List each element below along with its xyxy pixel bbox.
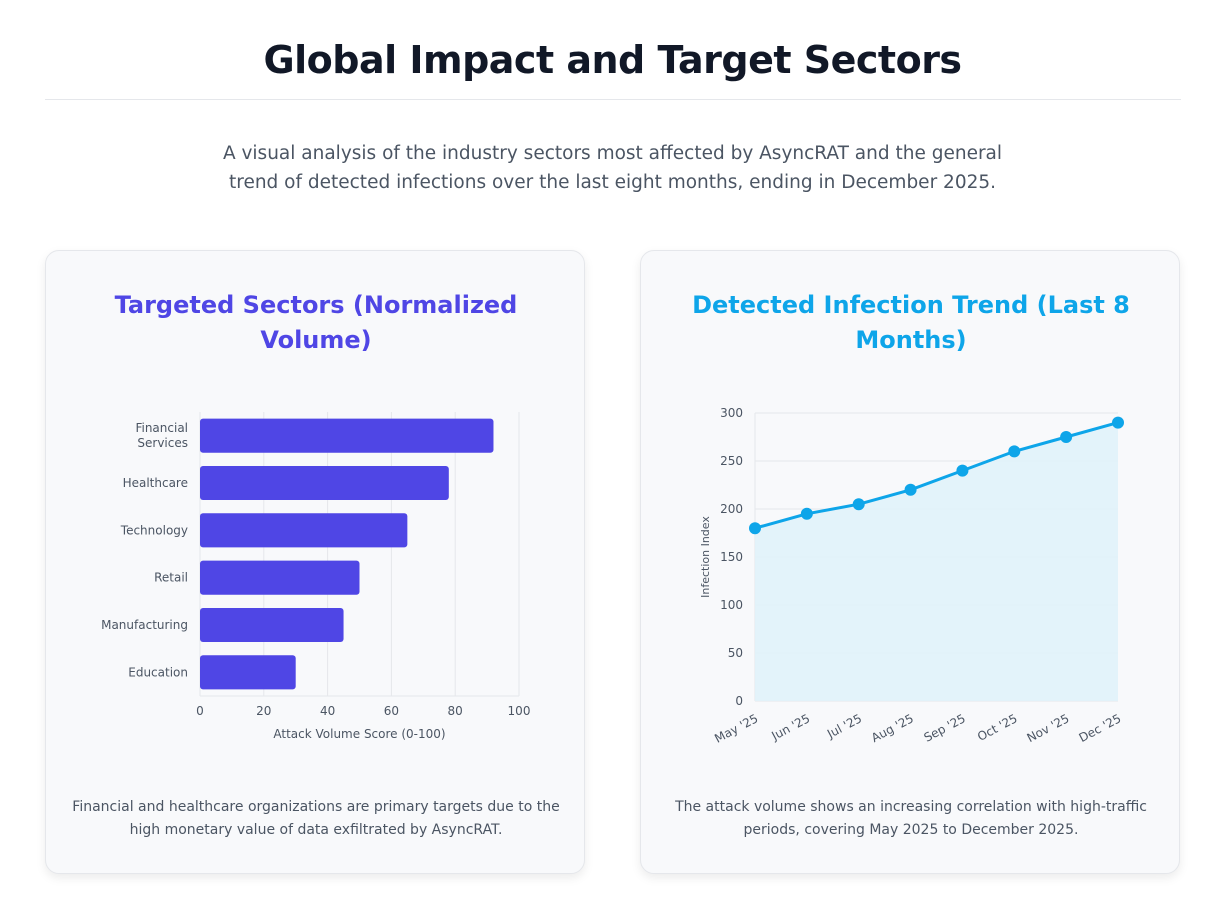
x-tick-label: 40	[320, 704, 335, 718]
area-fill	[755, 422, 1118, 701]
y-tick-label: 300	[720, 406, 743, 420]
data-point	[800, 507, 813, 520]
data-point	[1008, 445, 1021, 458]
x-tick-label: 60	[384, 704, 399, 718]
category-label: Financial	[135, 421, 188, 435]
data-point	[852, 498, 865, 511]
data-point	[904, 483, 917, 496]
x-tick-label: 0	[196, 704, 204, 718]
category-label: Manufacturing	[101, 618, 188, 632]
bar	[200, 465, 449, 501]
trend-card-title: Detected Infection Trend (Last 8 Months)	[692, 291, 1130, 354]
intro-text: A visual analysis of the industry sector…	[222, 143, 1003, 193]
title-divider	[45, 99, 1181, 100]
y-tick-label: 150	[720, 550, 743, 564]
x-tick-label: Oct '25	[975, 711, 1020, 744]
category-label: Healthcare	[123, 476, 188, 490]
data-point	[1112, 416, 1124, 429]
y-tick-label: 50	[728, 646, 743, 660]
trend-card: Detected Infection Trend (Last 8 Months)…	[640, 250, 1180, 874]
x-tick-label: Dec '25	[1077, 711, 1124, 745]
bar	[200, 655, 296, 690]
x-tick-label: 100	[508, 704, 531, 718]
infection-trend-chart: 0 50 100 150 200 250 300 May '25 Jun '25 Jul '25 A…	[699, 406, 1124, 746]
y-tick-label: 250	[720, 454, 743, 468]
sectors-card: Targeted Sectors (Normalized Volume) 0 20…	[45, 250, 585, 874]
data-point	[1060, 431, 1073, 443]
y-tick-label: 200	[720, 502, 743, 516]
x-tick-label: May '25	[712, 711, 760, 746]
trend-card-caption: The attack volume shows an increasing co…	[675, 799, 1147, 838]
x-tick-label: Nov '25	[1025, 711, 1072, 745]
series-line	[754, 421, 1119, 530]
bar	[200, 418, 494, 453]
bar	[200, 513, 408, 548]
x-tick-label: Jun '25	[768, 711, 812, 743]
sectors-card-caption: Financial and healthcare organizations a…	[72, 799, 560, 838]
x-tick-label: Sep '25	[922, 711, 968, 744]
y-tick-label: 0	[735, 694, 743, 708]
bar	[200, 607, 344, 643]
sectors-card-title: Targeted Sectors (Normalized Volume)	[114, 291, 518, 354]
x-tick-label: Aug '25	[869, 711, 916, 745]
y-axis-title: Infection Index	[699, 516, 712, 598]
x-tick-label: 20	[256, 704, 271, 718]
x-axis-title: Attack Volume Score (0-100)	[273, 727, 445, 741]
category-label: Education	[128, 665, 188, 679]
data-point	[956, 464, 969, 477]
data-point	[749, 522, 761, 535]
category-label: Retail	[154, 571, 188, 585]
x-tick-label: 80	[448, 704, 463, 718]
x-tick-label: Jul '25	[824, 711, 864, 741]
category-label: Services	[137, 436, 188, 450]
bar	[200, 560, 360, 595]
category-label: Technology	[120, 523, 188, 537]
page-title: Global Impact and Target Sectors	[263, 38, 962, 82]
y-tick-label: 100	[720, 598, 743, 612]
